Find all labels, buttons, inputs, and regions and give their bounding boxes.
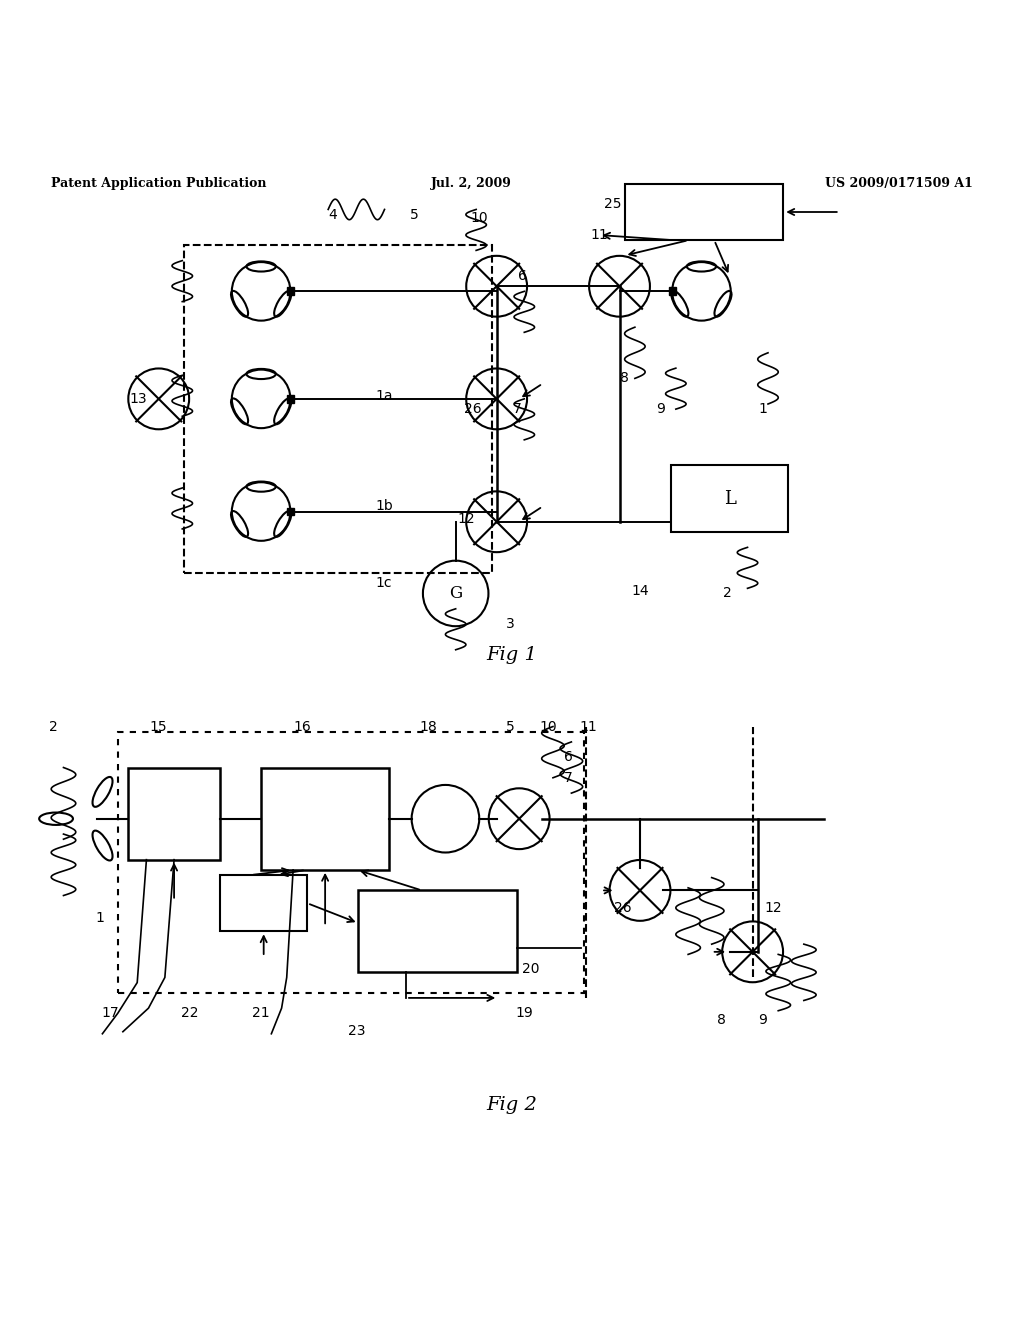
Text: Fig 2: Fig 2	[486, 1097, 538, 1114]
Text: 1c: 1c	[376, 577, 392, 590]
Text: 16: 16	[293, 719, 311, 734]
Text: 12: 12	[764, 900, 782, 915]
Text: Fig 1: Fig 1	[486, 645, 538, 664]
Bar	[358, 891, 517, 973]
Text: 3: 3	[506, 618, 514, 631]
Bar	[118, 731, 584, 993]
Text: 8: 8	[621, 371, 629, 385]
Text: Patent Application Publication: Patent Application Publication	[51, 177, 266, 190]
Text: 17: 17	[101, 1006, 120, 1020]
Text: 9: 9	[759, 1014, 767, 1027]
Bar	[128, 767, 220, 859]
Text: 13: 13	[129, 392, 147, 405]
Text: 9: 9	[656, 403, 665, 416]
Text: 19: 19	[515, 1006, 534, 1020]
Text: 18: 18	[419, 719, 437, 734]
Text: 1a: 1a	[375, 389, 393, 403]
Text: 1: 1	[759, 403, 767, 416]
Bar	[671, 466, 788, 532]
Text: 11: 11	[580, 719, 598, 734]
Text: 26: 26	[613, 900, 632, 915]
Text: L: L	[724, 490, 735, 508]
Text: 10: 10	[539, 719, 557, 734]
Text: 7: 7	[513, 403, 521, 416]
Text: 1: 1	[96, 911, 104, 925]
Bar	[287, 508, 294, 516]
Text: 7: 7	[564, 771, 572, 785]
Text: 6: 6	[564, 750, 572, 764]
Text: G: G	[450, 585, 462, 602]
Text: 5: 5	[411, 207, 419, 222]
Text: 10: 10	[470, 211, 488, 224]
Text: 8: 8	[718, 1014, 726, 1027]
Text: 15: 15	[150, 719, 168, 734]
Bar	[220, 875, 307, 932]
Text: 12: 12	[457, 512, 475, 525]
Bar	[287, 288, 294, 296]
Text: 1b: 1b	[375, 499, 393, 513]
Text: 2: 2	[723, 586, 731, 601]
Text: 14: 14	[631, 585, 649, 598]
Text: 23: 23	[347, 1024, 366, 1038]
Bar	[287, 395, 294, 403]
Text: 11: 11	[590, 228, 608, 242]
Text: 5: 5	[506, 719, 514, 734]
Bar	[184, 246, 492, 573]
Text: US 2009/0171509 A1: US 2009/0171509 A1	[825, 177, 973, 190]
Bar	[669, 288, 676, 296]
Text: 26: 26	[464, 403, 482, 416]
Text: 21: 21	[252, 1006, 270, 1020]
Text: 4: 4	[329, 207, 337, 222]
Text: 6: 6	[518, 269, 526, 282]
Text: 20: 20	[521, 962, 540, 977]
Text: 2: 2	[49, 719, 57, 734]
Bar	[625, 183, 783, 240]
Bar	[261, 767, 389, 870]
Text: Jul. 2, 2009: Jul. 2, 2009	[431, 177, 511, 190]
Text: 22: 22	[180, 1006, 199, 1020]
Text: 25: 25	[603, 197, 622, 211]
